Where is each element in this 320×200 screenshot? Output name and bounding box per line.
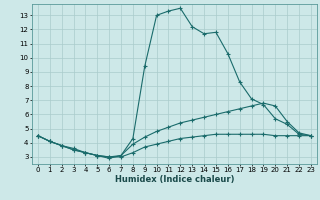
X-axis label: Humidex (Indice chaleur): Humidex (Indice chaleur) bbox=[115, 175, 234, 184]
